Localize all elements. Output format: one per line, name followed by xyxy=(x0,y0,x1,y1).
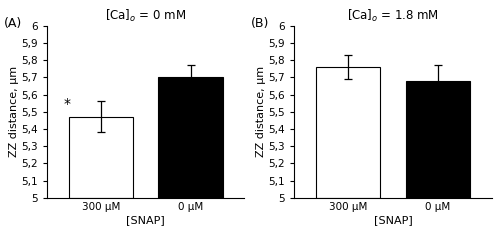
Text: *: * xyxy=(64,97,70,111)
Y-axis label: ZZ distance, μm: ZZ distance, μm xyxy=(256,66,266,157)
Bar xyxy=(158,77,223,198)
Text: (A): (A) xyxy=(4,17,22,30)
Text: (B): (B) xyxy=(251,17,270,30)
Bar xyxy=(316,67,380,198)
X-axis label: [SNAP]: [SNAP] xyxy=(374,215,412,225)
Bar xyxy=(68,117,133,198)
Title: [Ca]$_o$ = 1.8 mM: [Ca]$_o$ = 1.8 mM xyxy=(347,8,439,24)
Y-axis label: ZZ distance, μm: ZZ distance, μm xyxy=(8,66,18,157)
X-axis label: [SNAP]: [SNAP] xyxy=(126,215,165,225)
Bar xyxy=(406,81,470,198)
Title: [Ca]$_o$ = 0 mM: [Ca]$_o$ = 0 mM xyxy=(105,8,186,24)
